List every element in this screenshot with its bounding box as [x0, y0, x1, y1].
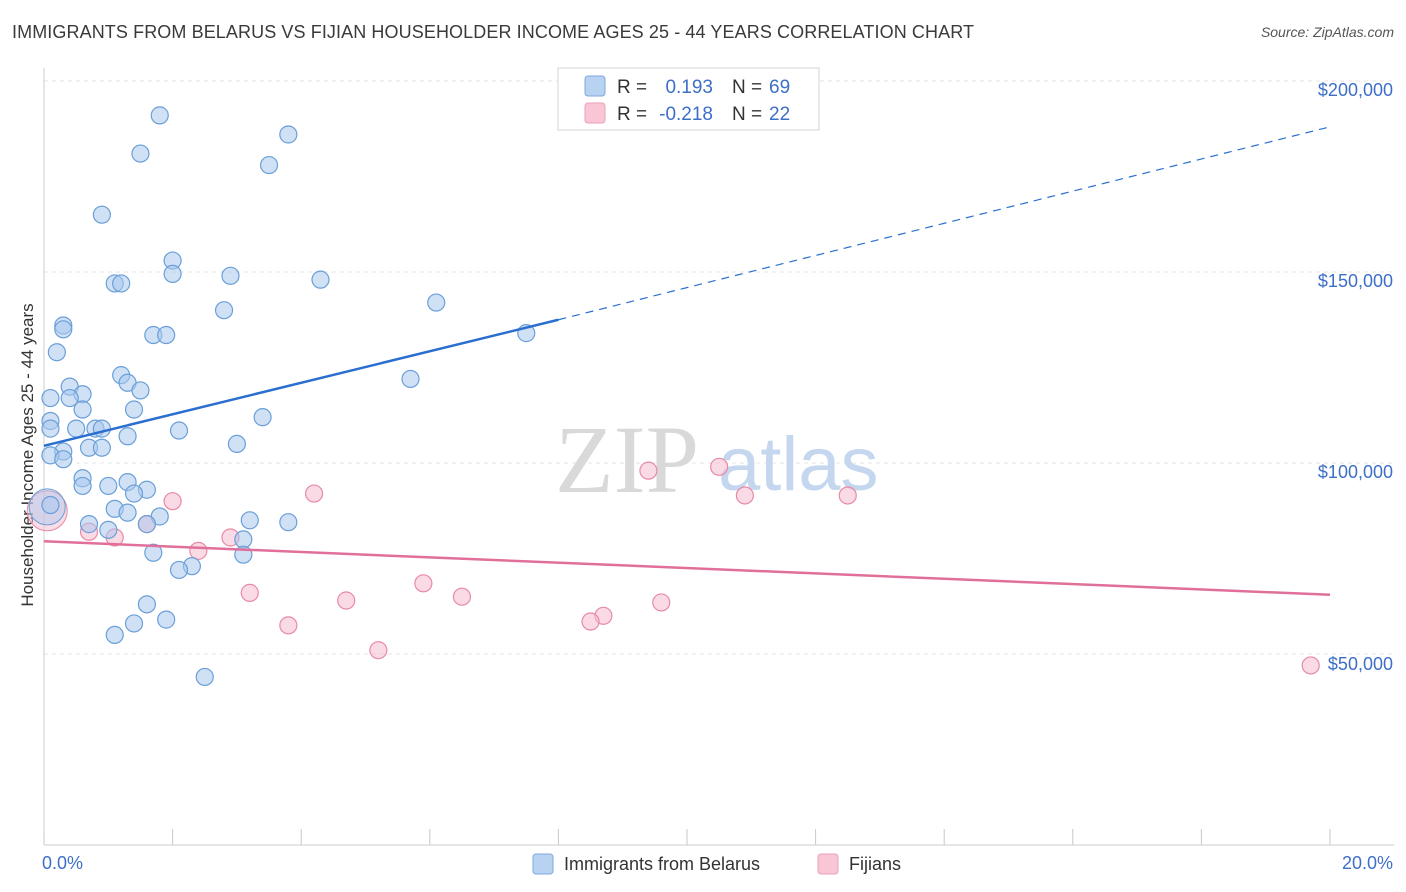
belarus-point-31 [41, 419, 60, 438]
fijians-point-14 [337, 591, 356, 610]
fijians-point-20 [1301, 656, 1320, 675]
belarus-point-28 [73, 400, 92, 419]
belarus-point-8 [311, 270, 330, 289]
belarus-point-27 [124, 400, 144, 419]
source-credit: Source: ZipAtlas.com [1260, 24, 1394, 40]
fijians-point-1 [710, 457, 729, 476]
grid-lines [44, 80, 1394, 655]
belarus-point-10 [112, 274, 131, 293]
fijians-trend-line [43, 540, 1331, 597]
fijians-point-10 [189, 541, 208, 560]
belarus-point-53 [240, 511, 259, 530]
fijians-point-18 [279, 616, 298, 635]
belarus-trend-line [43, 318, 559, 448]
belarus-point-63 [137, 595, 156, 614]
fijians-point-0 [639, 461, 658, 480]
belarus-point-25 [41, 388, 60, 408]
legend-r-label-1: R = [617, 77, 647, 98]
belarus-point-3 [259, 155, 279, 175]
belarus-point-67 [195, 667, 214, 687]
fijians-point-5 [163, 492, 182, 511]
watermark-zip: ZIP [555, 406, 699, 513]
legend-n-value-1: 69 [769, 77, 790, 98]
fijians-point-3 [838, 486, 857, 505]
belarus-point-32 [67, 419, 86, 438]
fijians-point-2 [735, 486, 754, 505]
belarus-point-18 [47, 343, 66, 362]
legend-swatch-pink [584, 102, 606, 124]
belarus-point-29 [253, 408, 272, 427]
fijians-point-15 [652, 593, 671, 612]
series-legend-swatch-fijians [817, 853, 839, 875]
fijians-point-13 [452, 587, 472, 606]
y-tick-labels: $50,000 $100,000 $150,000 $200,000 [1318, 80, 1393, 674]
chart-title: IMMIGRANTS FROM BELARUS VS FIJIAN HOUSEH… [12, 22, 975, 42]
x-tick-min: 0.0% [42, 853, 83, 873]
fijians-point-17 [581, 612, 600, 631]
belarus-point-23 [131, 381, 150, 400]
belarus-point-54 [279, 513, 298, 532]
fijians-point-4 [304, 484, 324, 503]
legend-r-value-1: 0.193 [665, 77, 713, 98]
belarus-point-66 [105, 625, 124, 645]
belarus-point-1 [131, 144, 150, 163]
stats-legend: R = 0.193 N = 69 R = -0.218 N = 22 [557, 67, 820, 131]
belarus-point-51 [118, 503, 137, 522]
trend-lines [43, 126, 1331, 597]
legend-n-label-2: N = [732, 104, 762, 125]
belarus-point-37 [227, 434, 246, 453]
belarus-point-58 [234, 530, 253, 549]
belarus-point-2 [279, 125, 298, 144]
belarus-point-21 [401, 369, 420, 389]
belarus-point-6 [163, 264, 182, 284]
fijians-point-12 [240, 583, 259, 602]
y-tick-label-3: $200,000 [1318, 80, 1393, 100]
belarus-point-12 [214, 301, 234, 320]
legend-n-value-2: 22 [769, 104, 790, 125]
y-tick-label-1: $100,000 [1318, 462, 1393, 482]
legend-swatch-blue [584, 75, 606, 97]
belarus-point-35 [169, 421, 189, 440]
belarus-point-26 [60, 388, 79, 408]
belarus-point-62 [169, 560, 189, 580]
belarus-point-45 [99, 476, 118, 496]
belarus-point-16 [157, 325, 176, 345]
belarus-point-64 [157, 610, 176, 629]
belarus-point-65 [124, 614, 144, 633]
belarus-trend-extension [558, 126, 1331, 321]
series-legend-label-belarus: Immigrants from Belarus [564, 854, 760, 874]
belarus-point-14 [54, 320, 73, 339]
belarus-point-7 [221, 266, 240, 285]
y-tick-label-2: $150,000 [1318, 271, 1393, 291]
x-tick-max: 20.0% [1342, 853, 1393, 873]
legend-n-label-1: N = [732, 77, 762, 98]
series-legend-label-fijians: Fijians [849, 854, 901, 874]
y-tick-label-0: $50,000 [1328, 654, 1393, 674]
belarus-point-56 [137, 515, 156, 534]
fijians-point-11 [414, 574, 433, 593]
belarus-point-0 [150, 106, 169, 125]
belarus-point-42 [54, 450, 73, 469]
series-legend: Immigrants from Belarus Fijians [532, 853, 901, 875]
belarus-point-57 [99, 520, 118, 539]
belarus-point-46 [73, 476, 92, 496]
belarus-point-11 [427, 293, 446, 312]
belarus-point-34 [92, 419, 111, 438]
belarus-point-49 [41, 495, 60, 515]
legend-r-label-2: R = [617, 104, 647, 125]
belarus-point-59 [144, 543, 163, 562]
belarus-point-48 [124, 484, 144, 503]
legend-r-value-2: -0.218 [659, 104, 713, 125]
belarus-point-39 [92, 438, 111, 457]
series-legend-swatch-belarus [532, 853, 554, 875]
belarus-points [28, 106, 536, 687]
fijians-point-19 [369, 641, 388, 660]
belarus-point-4 [92, 205, 111, 224]
belarus-point-55 [79, 515, 99, 534]
belarus-point-36 [118, 427, 137, 446]
